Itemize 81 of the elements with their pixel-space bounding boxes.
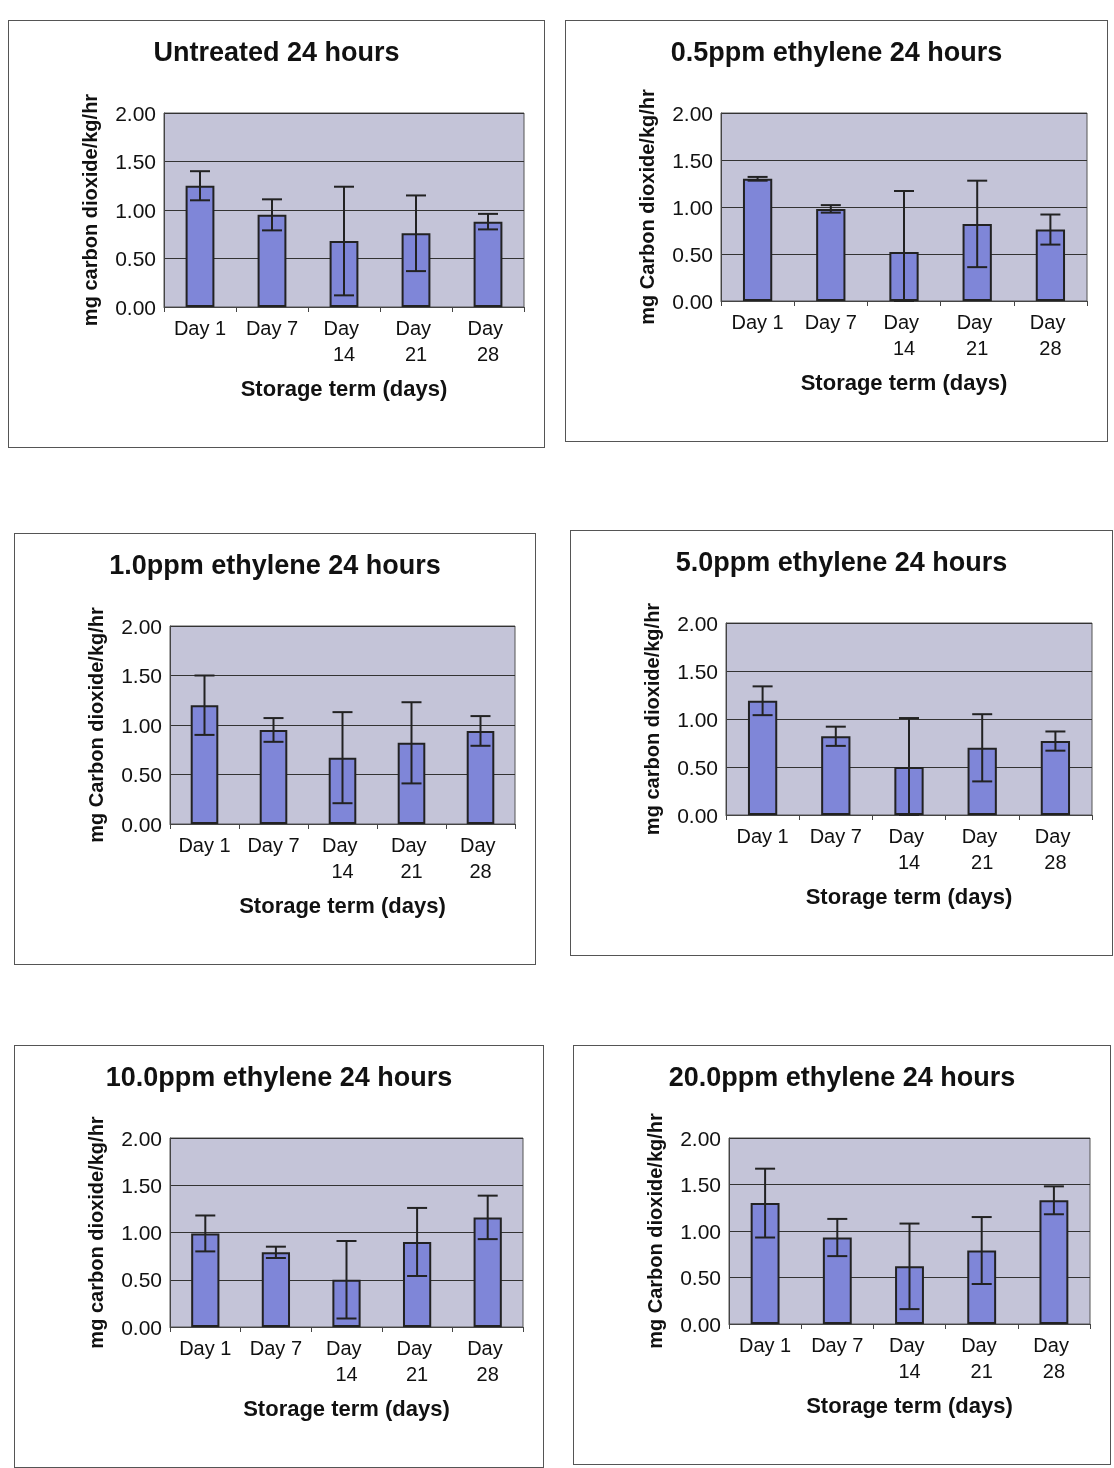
y-tick-label: 0.00 [121,812,162,836]
x-axis-title: Storage term (days) [805,883,1013,909]
y-tick-label: 1.00 [115,198,156,222]
y-tick-label: 2.00 [121,614,162,638]
y-tick-label: 1.00 [680,1219,721,1243]
y-tick-label: 2.00 [672,101,713,125]
x-tick-label: Day 21 [961,1334,1003,1382]
x-axis-title: Storage term (days) [800,369,1008,395]
y-tick-label: 2.00 [677,611,718,635]
x-axis-title: Storage term (days) [240,375,448,401]
y-tick-label: 0.50 [115,247,156,270]
x-tick-label: Day 7 [247,834,300,856]
chart-title: 5.0ppm ethylene 24 hours [675,546,1008,577]
chart-title: 20.0ppm ethylene 24 hours [668,1061,1016,1092]
y-tick-label: 1.00 [121,713,162,737]
x-tick-label: Day 14 [888,1334,931,1382]
x-tick-label: Day 7 [245,317,299,339]
x-tick-label: Day 28 [1033,1334,1075,1382]
x-tick-label: Day 7 [811,1334,864,1356]
y-axis-title: mg carbon dioxide/kg/hr [85,1116,107,1349]
y-tick-label: 1.50 [672,148,713,172]
y-tick-label: 2.00 [680,1126,721,1150]
y-tick-label: 2.00 [121,1126,162,1150]
chart-title: 0.5ppm ethylene 24 hours [670,36,1003,67]
y-tick-label: 0.50 [677,755,718,779]
x-tick-label: Day 14 [321,834,364,882]
y-tick-label: 0.50 [121,763,162,786]
y-tick-label: 0.00 [680,1312,721,1336]
x-tick-label: Day 7 [249,1337,303,1359]
y-tick-label: 1.50 [680,1173,721,1196]
x-tick-label: Day 28 [467,1337,509,1385]
chart-title: Untreated 24 hours [153,36,400,67]
bar [816,208,846,301]
y-tick-label: 0.00 [115,295,156,319]
y-tick-label: 0.00 [121,1315,162,1339]
x-tick-label: Day 1 [731,311,784,333]
y-axis-title: mg Carbon dioxide/kg/hr [644,1113,666,1349]
y-tick-label: 1.50 [121,1173,162,1197]
bar [742,178,773,301]
x-tick-label: Day 7 [804,311,857,333]
y-tick-label: 0.50 [672,242,713,266]
x-tick-label: Day 1 [173,317,227,339]
x-tick-label: Day 14 [883,311,925,359]
y-axis-title: mg carbon dioxide/kg/hr [641,602,663,836]
y-tick-label: 1.50 [115,150,156,173]
x-tick-label: Day 28 [459,834,502,882]
y-tick-label: 2.00 [115,101,156,125]
x-tick-label: Day 14 [888,825,930,873]
y-tick-label: 0.00 [672,289,713,313]
x-tick-label: Day 21 [390,834,433,882]
x-tick-label: Day 28 [1029,311,1071,359]
x-axis-title: Storage term (days) [806,1392,1013,1418]
x-tick-label: Day 1 [178,834,231,856]
y-tick-label: 0.00 [677,803,718,827]
y-axis-title: mg Carbon dioxide/kg/hr [636,89,658,325]
x-axis-title: Storage term (days) [243,1395,450,1421]
bar [261,1252,291,1327]
y-axis-title: mg Carbon dioxide/kg/hr [85,607,107,843]
y-tick-label: 1.00 [121,1221,162,1244]
x-tick-label: Day 28 [467,317,509,365]
x-tick-label: Day 7 [809,825,862,847]
x-tick-label: Day 1 [738,1334,792,1356]
x-tick-label: Day 28 [1034,825,1076,873]
x-tick-label: Day 21 [396,1337,438,1385]
y-axis-title: mg carbon dioxide/kg/hr [79,93,101,327]
chart-title: 10.0ppm ethylene 24 hours [105,1061,453,1092]
x-tick-label: Day 21 [395,317,437,365]
y-tick-label: 1.00 [672,195,713,219]
y-tick-label: 0.50 [680,1266,721,1289]
chart-title: 1.0ppm ethylene 24 hours [109,549,441,580]
x-tick-label: Day 14 [325,1337,368,1385]
y-tick-label: 1.50 [121,664,162,687]
x-tick-label: Day 21 [961,825,1003,873]
y-tick-label: 1.50 [677,659,718,683]
x-tick-label: Day 1 [179,1337,232,1359]
x-tick-label: Day 14 [323,317,365,365]
x-tick-label: Day 1 [736,825,789,847]
x-tick-label: Day 21 [956,311,998,359]
y-tick-label: 0.50 [121,1268,162,1292]
y-tick-label: 1.00 [677,707,718,731]
x-axis-title: Storage term (days) [239,892,446,918]
